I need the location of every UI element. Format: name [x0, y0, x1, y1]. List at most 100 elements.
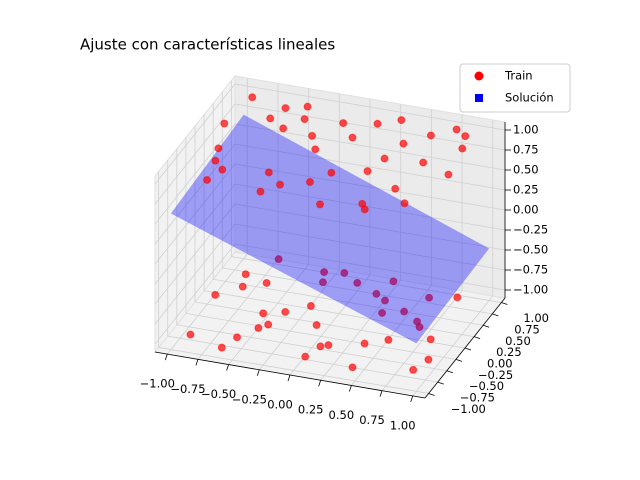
data-point [276, 180, 284, 189]
grid-line [234, 223, 506, 271]
grid-line [234, 163, 506, 211]
legend-label: Solución [505, 91, 554, 105]
x-tick-label: 0.25 [298, 403, 324, 417]
data-point [419, 158, 428, 167]
tick-mark [410, 395, 414, 403]
y-tick-label: −0.75 [460, 391, 495, 405]
legend: Train Solución [459, 63, 571, 113]
data-point [372, 289, 381, 298]
y-tick-label: 1.00 [523, 311, 549, 325]
tick-mark [287, 374, 291, 382]
tick-mark [256, 369, 260, 376]
data-point [220, 119, 229, 128]
legend-marker [474, 71, 484, 81]
data-point [400, 307, 409, 316]
tick-mark [226, 364, 230, 371]
data-point [301, 352, 310, 361]
x-axis [154, 351, 426, 399]
data-point [279, 124, 288, 133]
data-point [281, 104, 290, 113]
data-point [373, 119, 382, 128]
tick-mark [455, 358, 463, 362]
data-point [306, 178, 314, 186]
data-point [266, 114, 275, 123]
y-tick-label: 0.00 [487, 357, 513, 371]
grid-line [154, 243, 236, 345]
z-tick-label: 0.25 [513, 183, 539, 197]
tick-mark [428, 393, 435, 396]
grid-line [234, 143, 506, 191]
data-point [274, 255, 283, 264]
x-tick-label: −0.75 [170, 382, 205, 396]
grid-line [213, 278, 484, 326]
data-point [389, 277, 398, 286]
z-tick-label: 0.50 [513, 163, 539, 177]
data-point [217, 343, 226, 352]
chart-title: Ajuste con características lineales [80, 36, 335, 54]
data-point [348, 363, 357, 372]
data-point [327, 168, 336, 177]
x-tick-label: 0.75 [359, 413, 385, 427]
z-tick-label: −1.00 [513, 283, 548, 297]
x-tick-label: −1.00 [140, 377, 175, 391]
data-point [360, 205, 369, 214]
tick-mark [437, 381, 444, 385]
z-tick-label: 0.75 [513, 143, 539, 157]
data-point [233, 333, 242, 342]
data-point [218, 165, 227, 174]
data-point [400, 199, 409, 208]
data-point [254, 324, 263, 333]
data-point [363, 167, 372, 176]
data-point [380, 154, 389, 163]
data-point [413, 317, 422, 326]
data-point [452, 125, 461, 134]
data-point [203, 175, 212, 184]
tick-mark [164, 353, 168, 361]
data-point [426, 131, 435, 140]
y-axis [424, 297, 506, 399]
grid-line [154, 163, 236, 265]
surface [170, 114, 490, 344]
grid-line [154, 83, 236, 185]
data-point [340, 268, 349, 277]
y-tick-label: 0.50 [505, 334, 531, 348]
grid-line [154, 143, 236, 245]
data-point [186, 330, 195, 339]
data-point [211, 156, 220, 165]
grid-line [154, 223, 236, 325]
grid-line [154, 203, 236, 305]
data-point [316, 342, 325, 351]
data-point [303, 102, 312, 111]
z-tick-label: 0.00 [513, 203, 539, 217]
data-point [424, 355, 433, 364]
x-tick-label: −0.50 [201, 387, 236, 401]
data-point [306, 302, 315, 310]
data-point [444, 170, 453, 179]
data-point [397, 116, 406, 125]
data-point [262, 278, 271, 287]
data-point [339, 119, 348, 128]
data-point [308, 131, 317, 140]
tick-mark [446, 370, 453, 374]
data-point [311, 145, 320, 154]
grid-line [234, 83, 506, 131]
data-point [300, 115, 309, 124]
data-point [360, 339, 369, 348]
data-point [378, 308, 387, 317]
y-tick-label: −0.50 [469, 379, 504, 393]
legend-marker [475, 94, 483, 102]
grid-line [234, 243, 506, 291]
grid-line [154, 183, 236, 285]
grid-line [176, 324, 447, 372]
y-tick-label: 0.25 [496, 345, 522, 359]
data-point [256, 187, 265, 196]
data-point [458, 144, 467, 153]
data-point [461, 132, 470, 141]
z-tick-label: −0.50 [513, 243, 548, 257]
data-point [399, 139, 408, 148]
tick-mark [348, 385, 352, 392]
data-point [453, 293, 462, 302]
tick-mark [492, 313, 499, 317]
data-point [264, 168, 273, 177]
